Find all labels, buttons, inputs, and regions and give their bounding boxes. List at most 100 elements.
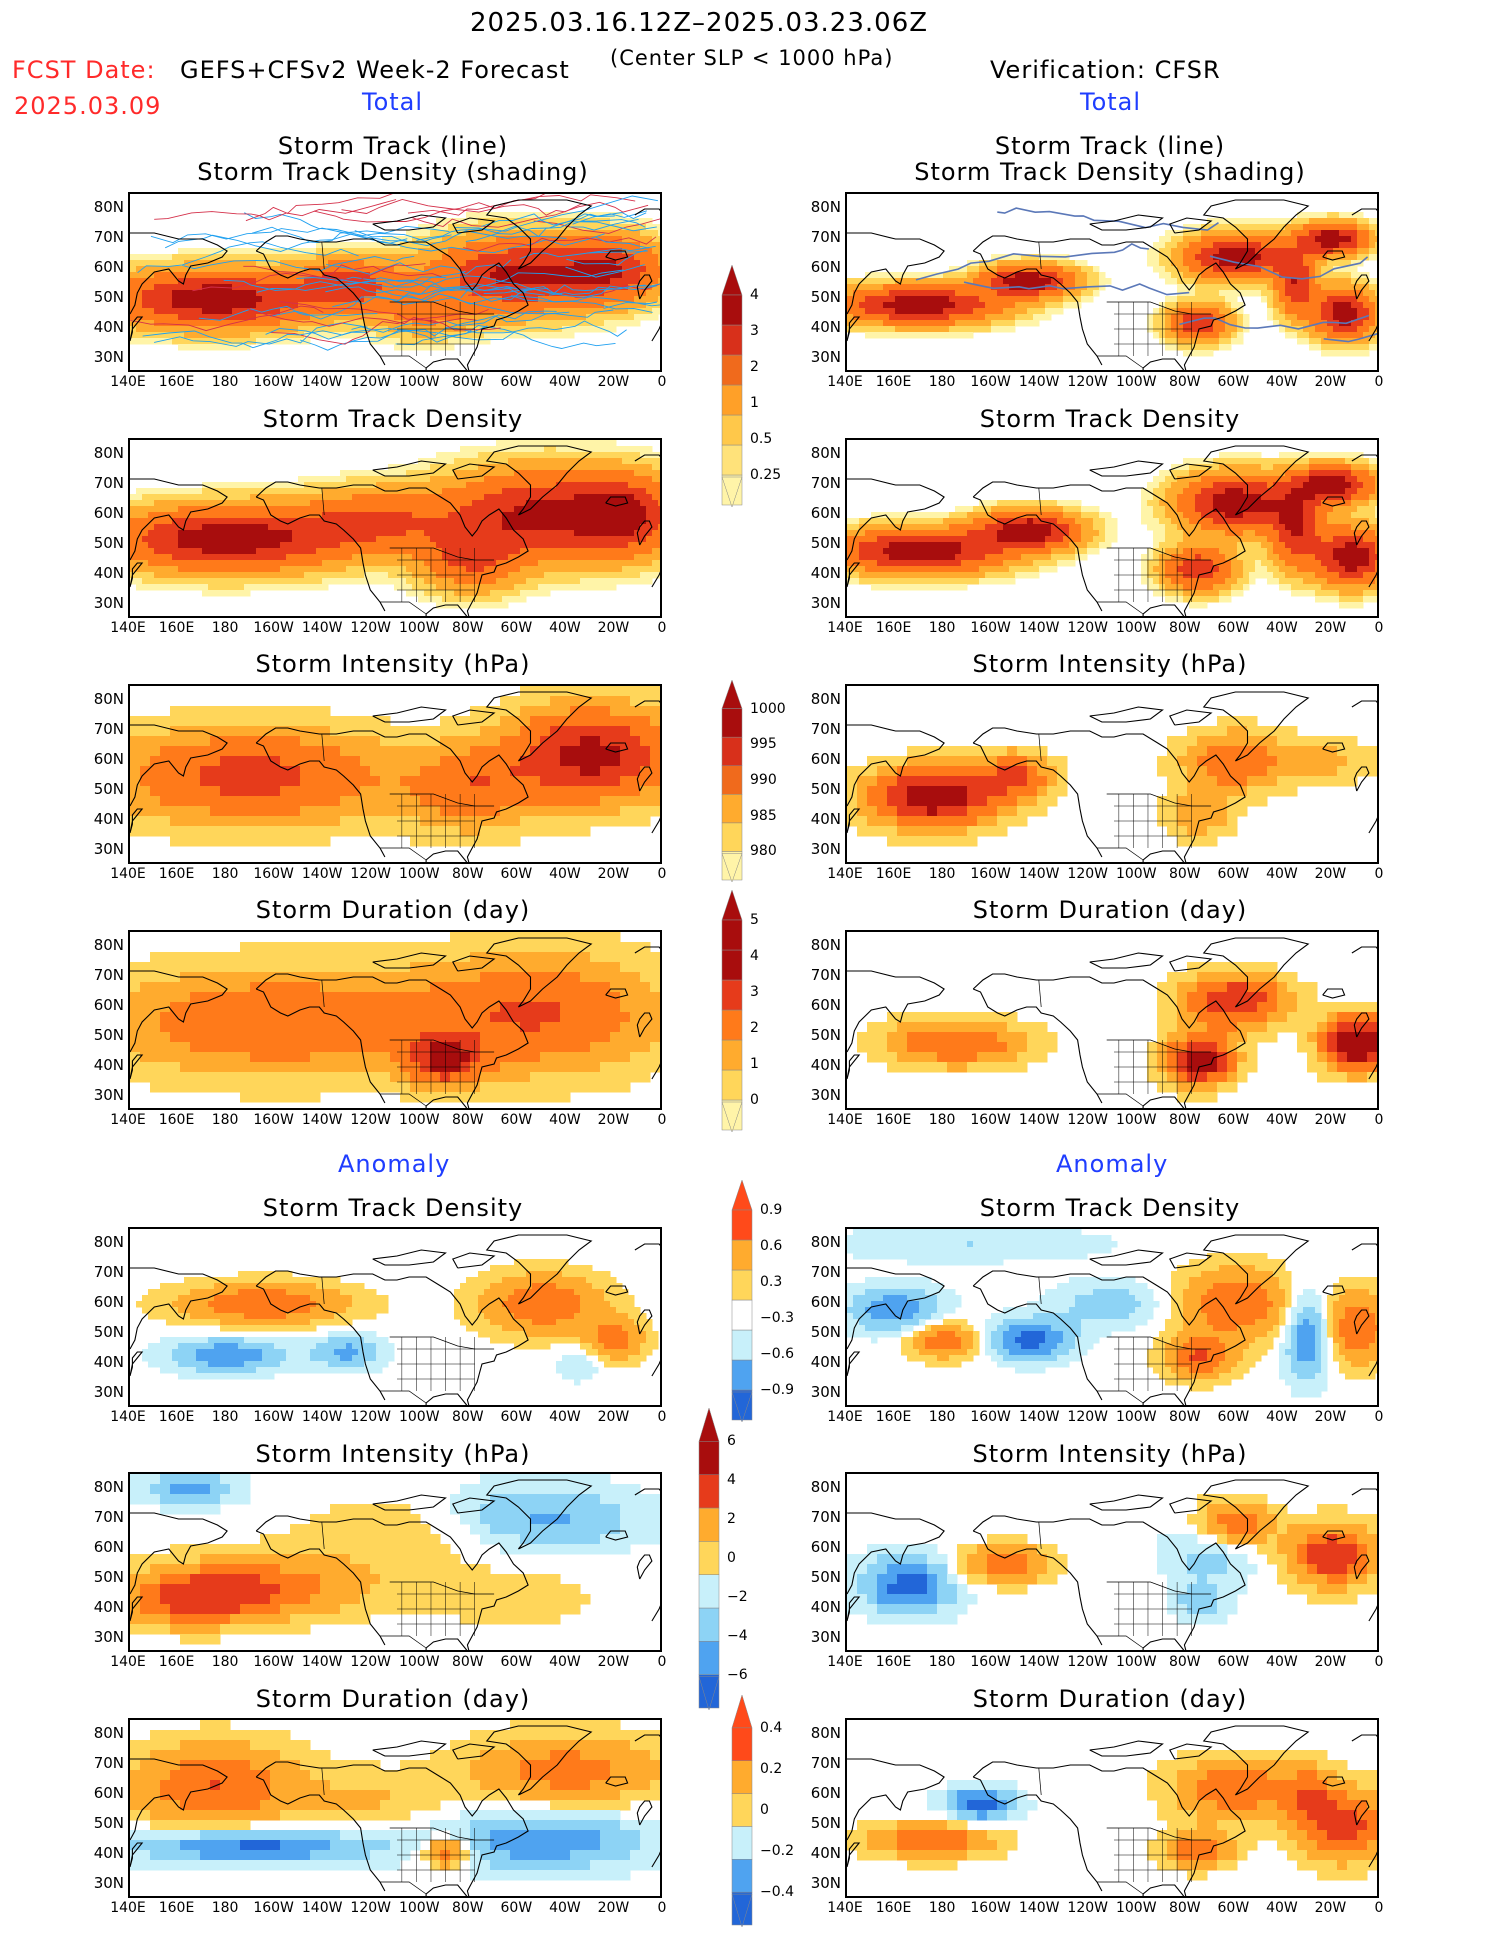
lon-tick-label: 160E [869, 1900, 919, 1916]
lon-tick-label: 160E [869, 1409, 919, 1425]
lon-tick-label: 0 [1354, 866, 1404, 882]
lon-tick-label: 140E [103, 1900, 153, 1916]
lon-tick-label: 0 [1354, 1654, 1404, 1670]
lat-tick-label: 30N [82, 1086, 124, 1104]
lat-tick-label: 50N [799, 288, 841, 306]
lat-tick-label: 80N [799, 1478, 841, 1496]
lat-tick-label: 40N [799, 810, 841, 828]
lon-tick-label: 140E [103, 866, 153, 882]
lon-tick-label: 0 [1354, 1112, 1404, 1128]
lon-tick-label: 160W [966, 1112, 1016, 1128]
colorbar-duration-total-label: 2 [750, 1020, 759, 1036]
lat-tick-label: 40N [82, 1844, 124, 1862]
lon-tick-label: 140E [820, 374, 870, 390]
lat-tick-label: 80N [82, 1478, 124, 1496]
lon-tick-label: 120W [346, 1112, 396, 1128]
lon-tick-label: 40W [1257, 1900, 1307, 1916]
lat-tick-label: 80N [799, 1724, 841, 1742]
lat-tick-label: 30N [799, 1086, 841, 1104]
lon-tick-label: 100W [394, 374, 444, 390]
colorbar-intensity-anomaly-label: 2 [727, 1511, 736, 1527]
lon-tick-label: 80W [443, 866, 493, 882]
lat-tick-label: 70N [82, 474, 124, 492]
lon-tick-label: 120W [1063, 1900, 1113, 1916]
map-panel-aduration-forecast [128, 1718, 662, 1898]
lon-tick-label: 100W [1111, 374, 1161, 390]
section-anomaly-left: Anomaly [338, 1150, 450, 1178]
lon-tick-label: 180 [917, 1409, 967, 1425]
lon-tick-label: 60W [1208, 866, 1258, 882]
lon-tick-label: 40W [1257, 1654, 1307, 1670]
lon-tick-label: 180 [917, 620, 967, 636]
lat-tick-label: 80N [82, 690, 124, 708]
lon-tick-label: 120W [1063, 1409, 1113, 1425]
lat-tick-label: 70N [799, 228, 841, 246]
lon-tick-label: 160E [152, 1654, 202, 1670]
lon-tick-label: 100W [1111, 1654, 1161, 1670]
lat-tick-label: 30N [799, 594, 841, 612]
lat-tick-label: 60N [799, 1784, 841, 1802]
lon-tick-label: 20W [588, 620, 638, 636]
lon-tick-label: 0 [1354, 1900, 1404, 1916]
lon-tick-label: 140W [297, 866, 347, 882]
lon-tick-label: 100W [1111, 1900, 1161, 1916]
lat-tick-label: 80N [82, 198, 124, 216]
panel-title-anom-intensity-left: Storm Intensity (hPa) [133, 1440, 653, 1468]
lon-tick-label: 100W [394, 1112, 444, 1128]
lon-tick-label: 80W [1160, 374, 1210, 390]
lon-tick-label: 80W [443, 1409, 493, 1425]
lat-tick-label: 60N [799, 996, 841, 1014]
lon-tick-label: 140W [1014, 620, 1064, 636]
colorbar-density-anomaly-label: −0.3 [760, 1310, 794, 1326]
lon-tick-label: 80W [1160, 1409, 1210, 1425]
lat-tick-label: 30N [82, 1383, 124, 1401]
lon-tick-label: 160E [152, 620, 202, 636]
lon-tick-label: 180 [200, 1900, 250, 1916]
lon-tick-label: 40W [540, 866, 590, 882]
lon-tick-label: 120W [1063, 620, 1113, 636]
lat-tick-label: 50N [82, 1814, 124, 1832]
map-panel-intensity-verification [845, 684, 1379, 864]
lon-tick-label: 40W [1257, 374, 1307, 390]
lat-tick-label: 80N [82, 1233, 124, 1251]
lon-tick-label: 60W [491, 374, 541, 390]
lon-tick-label: 160W [966, 1654, 1016, 1670]
lon-tick-label: 120W [1063, 866, 1113, 882]
lat-tick-label: 80N [799, 1233, 841, 1251]
lon-tick-label: 60W [491, 620, 541, 636]
lon-tick-label: 80W [443, 1112, 493, 1128]
lon-tick-label: 120W [346, 620, 396, 636]
lon-tick-label: 80W [1160, 1112, 1210, 1128]
lon-tick-label: 100W [1111, 1112, 1161, 1128]
colorbar-density-anomaly-label: −0.6 [760, 1346, 794, 1362]
panel-title-density-right: Storm Track Density [850, 405, 1370, 433]
lat-tick-label: 30N [799, 1383, 841, 1401]
lat-tick-label: 50N [799, 534, 841, 552]
lon-tick-label: 20W [588, 1409, 638, 1425]
section-total-left: Total [362, 88, 423, 116]
lat-tick-label: 70N [82, 1508, 124, 1526]
lon-tick-label: 120W [346, 1900, 396, 1916]
lon-tick-label: 160E [152, 1900, 202, 1916]
colorbar-density-total-label: 1 [750, 395, 759, 411]
panel-title-intensity-left: Storm Intensity (hPa) [133, 650, 653, 678]
lon-tick-label: 20W [1305, 1900, 1355, 1916]
panel-title-track-line-left: Storm Track (line) [133, 132, 653, 160]
lon-tick-label: 180 [917, 866, 967, 882]
lon-tick-label: 140E [820, 1409, 870, 1425]
lon-tick-label: 80W [443, 1654, 493, 1670]
lat-tick-label: 40N [799, 318, 841, 336]
lon-tick-label: 20W [1305, 620, 1355, 636]
lat-tick-label: 30N [799, 1874, 841, 1892]
lon-tick-label: 0 [637, 1112, 687, 1128]
lon-tick-label: 160E [152, 1409, 202, 1425]
lon-tick-label: 40W [1257, 866, 1307, 882]
panel-title-anom-density-left: Storm Track Density [133, 1194, 653, 1222]
lat-tick-label: 50N [82, 288, 124, 306]
lon-tick-label: 0 [637, 866, 687, 882]
panel-title-track-shading-left: Storm Track Density (shading) [133, 158, 653, 186]
lon-tick-label: 80W [1160, 1654, 1210, 1670]
lon-tick-label: 140W [1014, 866, 1064, 882]
lon-tick-label: 180 [200, 866, 250, 882]
lon-tick-label: 140W [297, 374, 347, 390]
